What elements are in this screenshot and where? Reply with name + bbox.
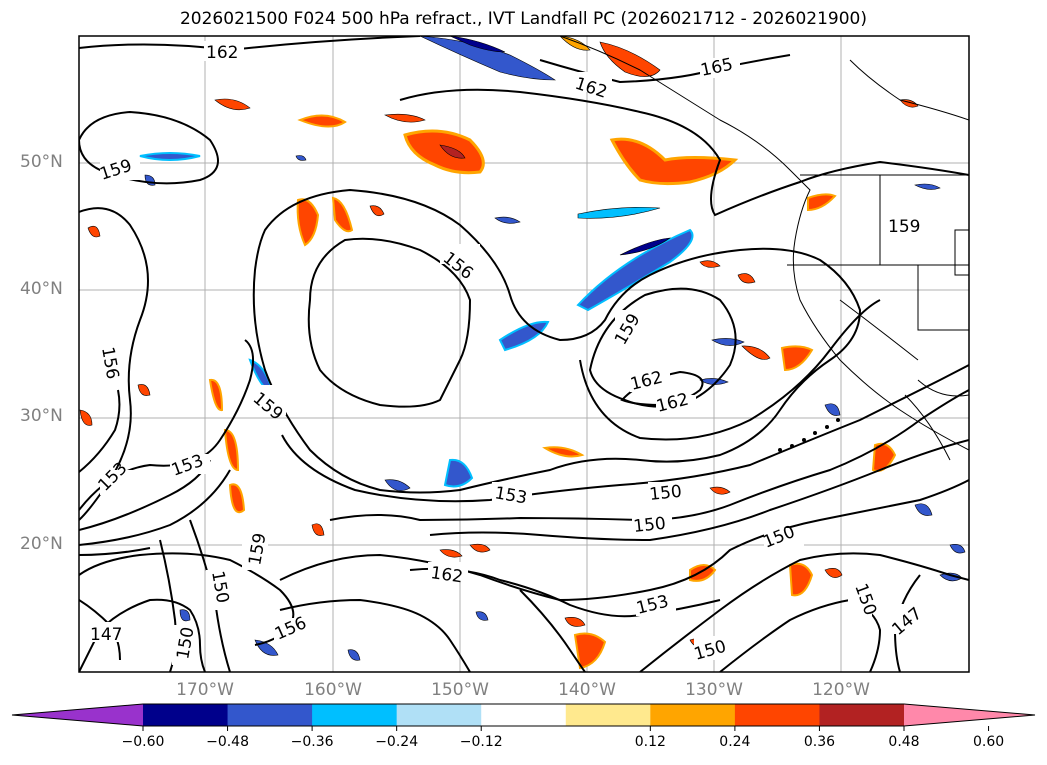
lon-label: 130°W <box>685 680 743 700</box>
colorbar <box>11 703 1036 731</box>
colorbar-tick-label: −0.60 <box>121 734 165 750</box>
lon-label: 140°W <box>558 680 616 700</box>
colorbar-segment <box>819 704 905 726</box>
lon-label: 160°W <box>304 680 362 700</box>
lon-label: 170°W <box>176 680 234 700</box>
small-contour-dots <box>778 418 840 452</box>
map-frame <box>78 35 970 673</box>
colorbar-segment <box>143 704 229 726</box>
colorbar-tick-label: 0.48 <box>888 734 920 750</box>
colorbar-tick-label: 0.12 <box>634 734 666 750</box>
lat-label: 50°N <box>20 152 63 172</box>
colorbar-extend-high <box>904 704 1035 726</box>
coastlines <box>559 36 969 461</box>
contour-label: 147 <box>90 625 122 645</box>
lon-label: 120°W <box>812 680 870 700</box>
contour-label: 150 <box>632 514 666 537</box>
colorbar-tick-label: 0.24 <box>719 734 751 750</box>
contour-label: 162 <box>429 563 464 587</box>
colorbar-tick-label: −0.48 <box>206 734 249 750</box>
colorbar-tick-label: −0.12 <box>459 734 503 750</box>
lat-label: 40°N <box>20 279 63 299</box>
colorbar-segment <box>227 704 313 726</box>
colorbar-segment <box>650 704 736 726</box>
colorbar-segment <box>565 704 651 726</box>
colorbar-segment <box>396 704 482 726</box>
lat-label: 30°N <box>20 406 63 426</box>
colorbar-extend-low <box>12 704 143 726</box>
colorbar-tick-label: −0.36 <box>290 734 334 750</box>
map-title: 2026021500 F024 500 hPa refract., IVT La… <box>179 9 867 29</box>
contour-label-group: 162 165 162 159 159 156 156 159 159 162 … <box>88 41 934 665</box>
colorbar-tick-label: 0.36 <box>803 734 836 750</box>
map-plot-area: 162 165 162 159 159 156 156 159 159 162 … <box>79 36 969 672</box>
colorbar-segment <box>734 704 820 726</box>
lat-label: 20°N <box>20 534 63 554</box>
colorbar-tick-label: 0.60 <box>972 734 1005 750</box>
contour-label: 150 <box>760 522 798 553</box>
contour-label: 153 <box>493 483 528 508</box>
colorbar-segment <box>312 704 398 726</box>
colorbar-tick-label: −0.24 <box>375 734 419 750</box>
colorbar-segment <box>481 704 567 726</box>
contour-label: 150 <box>648 482 682 505</box>
lon-label: 150°W <box>431 680 489 700</box>
contour-label: 162 <box>206 43 238 63</box>
contour-label: 159 <box>888 217 920 237</box>
